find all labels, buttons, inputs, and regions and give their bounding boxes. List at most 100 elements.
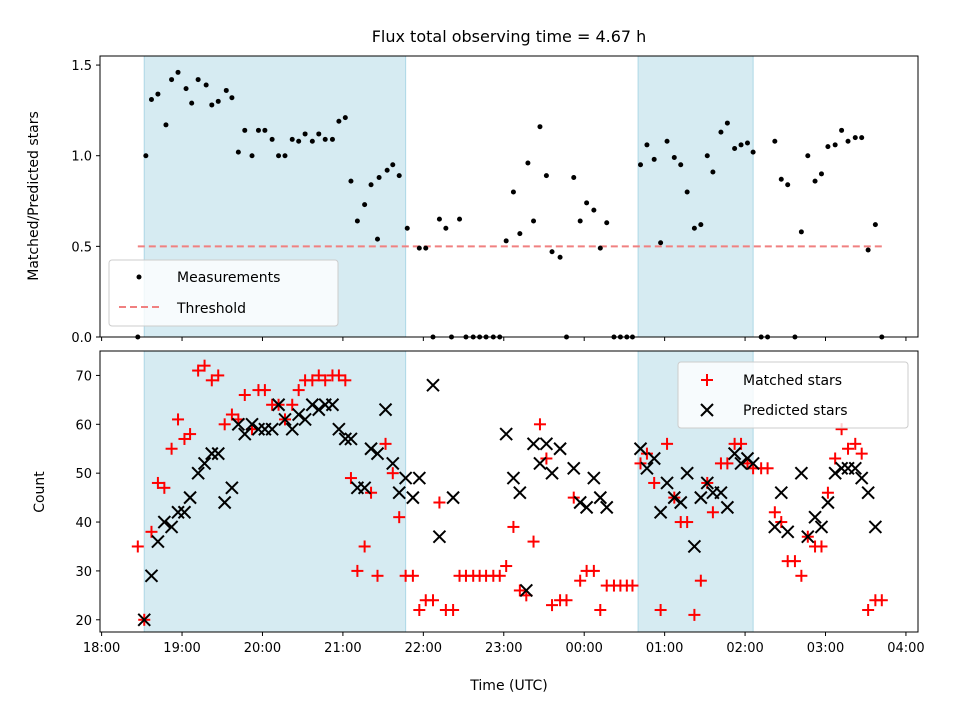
- matched-star-point: [875, 594, 888, 607]
- legend-matched-label: Matched stars: [743, 373, 842, 389]
- predicted-star-point: [720, 500, 735, 515]
- matched-star-point: [351, 564, 364, 577]
- x-tick-label: 23:00: [485, 641, 522, 656]
- predicted-star-point: [653, 505, 668, 519]
- measurement-point: [537, 124, 543, 130]
- measurement-point: [503, 238, 509, 244]
- x-tick-label: 22:00: [405, 641, 442, 656]
- y-tick-label: 1.5: [71, 59, 92, 74]
- measurement-point: [262, 127, 268, 133]
- measurement-point: [738, 142, 744, 148]
- matched-star-point: [795, 569, 808, 582]
- predicted-star-point: [861, 486, 875, 500]
- predicted-star-point: [821, 495, 835, 510]
- y-tick-label: 30: [75, 565, 92, 580]
- counts-shaded-interval: [143, 350, 407, 633]
- measurement-point: [309, 138, 315, 144]
- measurement-point: [223, 87, 229, 93]
- measurement-point: [671, 155, 677, 161]
- matched-star-point: [821, 486, 834, 499]
- matched-star-point: [433, 496, 446, 509]
- measurement-point: [778, 176, 784, 182]
- matched-star-point: [292, 384, 305, 397]
- predicted-star-point: [794, 466, 809, 480]
- matched-star-point: [849, 437, 862, 450]
- measurement-point: [785, 182, 791, 188]
- measurement-point: [296, 138, 302, 144]
- predicted-star-point: [205, 446, 219, 461]
- predicted-star-point: [854, 471, 869, 485]
- measurement-point: [718, 129, 724, 135]
- legend-matched-marker: [701, 374, 713, 386]
- measurement-point: [597, 245, 603, 251]
- measurement-point: [865, 247, 871, 253]
- measurement-point: [329, 136, 335, 142]
- predicted-star-point: [211, 446, 225, 461]
- matched-star-point: [332, 369, 345, 382]
- measurement-point: [235, 149, 241, 155]
- matched-star-point: [205, 374, 218, 387]
- measurement-point: [517, 231, 523, 237]
- counts-panel: 18:00 19:00 20:00 21:00 22:00 23:00 00:00 01:00…: [32, 350, 925, 694]
- predicted-star-point: [191, 466, 205, 480]
- measurement-point: [376, 174, 382, 180]
- predicted-star-point: [238, 427, 252, 441]
- measurement-point: [531, 218, 537, 224]
- matched-star-point: [788, 555, 801, 568]
- predicted-star-point: [332, 422, 346, 436]
- matched-star-point: [218, 418, 231, 431]
- x-tick-label: 01:00: [646, 641, 683, 656]
- matched-star-point: [365, 486, 378, 499]
- counts-axes-frame: [99, 350, 919, 633]
- measurement-point: [812, 178, 818, 184]
- measurement-point: [423, 245, 429, 251]
- predicted-star-point: [600, 500, 614, 515]
- matched-star-point: [694, 574, 707, 587]
- measurement-point: [203, 82, 209, 88]
- matched-star-point: [735, 437, 748, 450]
- matched-star-point: [145, 525, 158, 538]
- predicted-star-point: [137, 613, 151, 627]
- predicted-star-point: [392, 486, 406, 500]
- measurement-point: [368, 182, 374, 188]
- measurement-point: [155, 91, 161, 97]
- measurement-point: [175, 69, 181, 75]
- matched-star-point: [172, 413, 185, 426]
- legend-measurements-marker: [136, 274, 142, 280]
- matched-star-point: [184, 428, 197, 441]
- predicted-star-point: [828, 466, 842, 480]
- measurement-point: [209, 102, 215, 108]
- matched-star-point: [379, 437, 392, 450]
- predicted-star-point: [834, 461, 849, 475]
- predicted-star-point: [325, 398, 340, 412]
- predicted-star-point: [545, 466, 559, 480]
- matched-star-point: [815, 540, 828, 553]
- legend-predicted-label: Predicted stars: [743, 403, 848, 419]
- matched-star-point: [546, 599, 559, 612]
- ratio-ylabel: Matched/Predicted stars: [26, 111, 42, 281]
- measurement-point: [750, 149, 756, 155]
- predicted-star-point: [271, 398, 286, 412]
- measurement-point: [732, 145, 738, 151]
- y-tick-label: 0.0: [71, 331, 92, 346]
- predicted-star-point: [808, 510, 822, 524]
- predicted-star-point: [687, 539, 702, 554]
- predicted-star-point: [734, 456, 748, 471]
- measurement-point: [798, 229, 804, 235]
- predicted-star-point: [298, 412, 312, 427]
- matched-star-point: [634, 457, 647, 470]
- predicted-star-point: [573, 495, 587, 510]
- matched-star-point: [533, 418, 546, 431]
- measurement-point: [710, 169, 716, 175]
- legend-predicted-marker: [700, 403, 714, 417]
- measurement-point: [684, 189, 690, 195]
- measurement-point: [143, 153, 149, 159]
- measurement-point: [342, 115, 348, 121]
- predicted-star-point: [426, 378, 440, 392]
- measurement-point: [638, 162, 644, 168]
- predicted-star-point: [567, 461, 581, 475]
- matched-star-point: [775, 516, 788, 529]
- matched-star-point: [192, 364, 205, 377]
- matched-star-point: [761, 462, 774, 475]
- x-tick-label: 00:00: [565, 641, 602, 656]
